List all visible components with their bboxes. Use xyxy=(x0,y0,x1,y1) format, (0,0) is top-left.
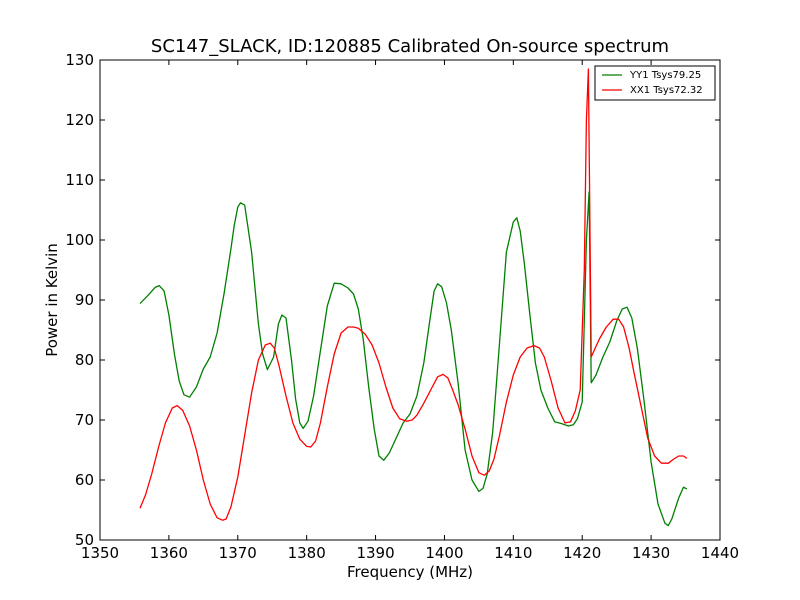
series-layer xyxy=(139,68,688,527)
x-tick-label: 1380 xyxy=(288,544,326,562)
y-tick-label: 90 xyxy=(75,291,94,309)
series-line-xx1 xyxy=(139,68,688,521)
y-tick-label: 110 xyxy=(65,171,94,189)
y-tick-label: 120 xyxy=(65,111,94,129)
y-tick-label: 50 xyxy=(75,531,94,549)
legend-label-xx1: XX1 Tsys72.32 xyxy=(630,85,703,96)
legend-box xyxy=(594,65,716,101)
y-tick-label: 130 xyxy=(65,51,94,69)
y-tick-label: 100 xyxy=(65,231,94,249)
series-line-yy1 xyxy=(139,191,688,527)
x-tick-label: 1440 xyxy=(701,544,739,562)
x-tick-label: 1400 xyxy=(425,544,463,562)
chart-title: SC147_SLACK, ID:120885 Calibrated On-sou… xyxy=(151,36,669,57)
y-tick-label: 60 xyxy=(75,471,94,489)
y-tick-label: 70 xyxy=(75,411,94,429)
x-tick-label: 1360 xyxy=(150,544,188,562)
x-axis-label: Frequency (MHz) xyxy=(347,563,473,581)
x-tick-label: 1420 xyxy=(563,544,601,562)
x-axis-ticks: 1350 1360 1370 1380 1390 1400 1410 1420 1430 1440 xyxy=(81,60,739,562)
x-tick-label: 1410 xyxy=(494,544,532,562)
legend: YY1 Tsys79.25 XX1 Tsys72.32 xyxy=(594,65,716,101)
y-axis-ticks: 50 60 70 80 90 100 110 120 130 xyxy=(65,51,720,549)
x-tick-label: 1350 xyxy=(81,544,119,562)
x-tick-label: 1370 xyxy=(219,544,257,562)
y-axis-label: Power in Kelvin xyxy=(43,243,61,357)
y-tick-label: 80 xyxy=(75,351,94,369)
x-tick-label: 1430 xyxy=(632,544,670,562)
x-tick-label: 1390 xyxy=(356,544,394,562)
plot-frame xyxy=(99,59,721,541)
legend-label-yy1: YY1 Tsys79.25 xyxy=(629,70,701,81)
